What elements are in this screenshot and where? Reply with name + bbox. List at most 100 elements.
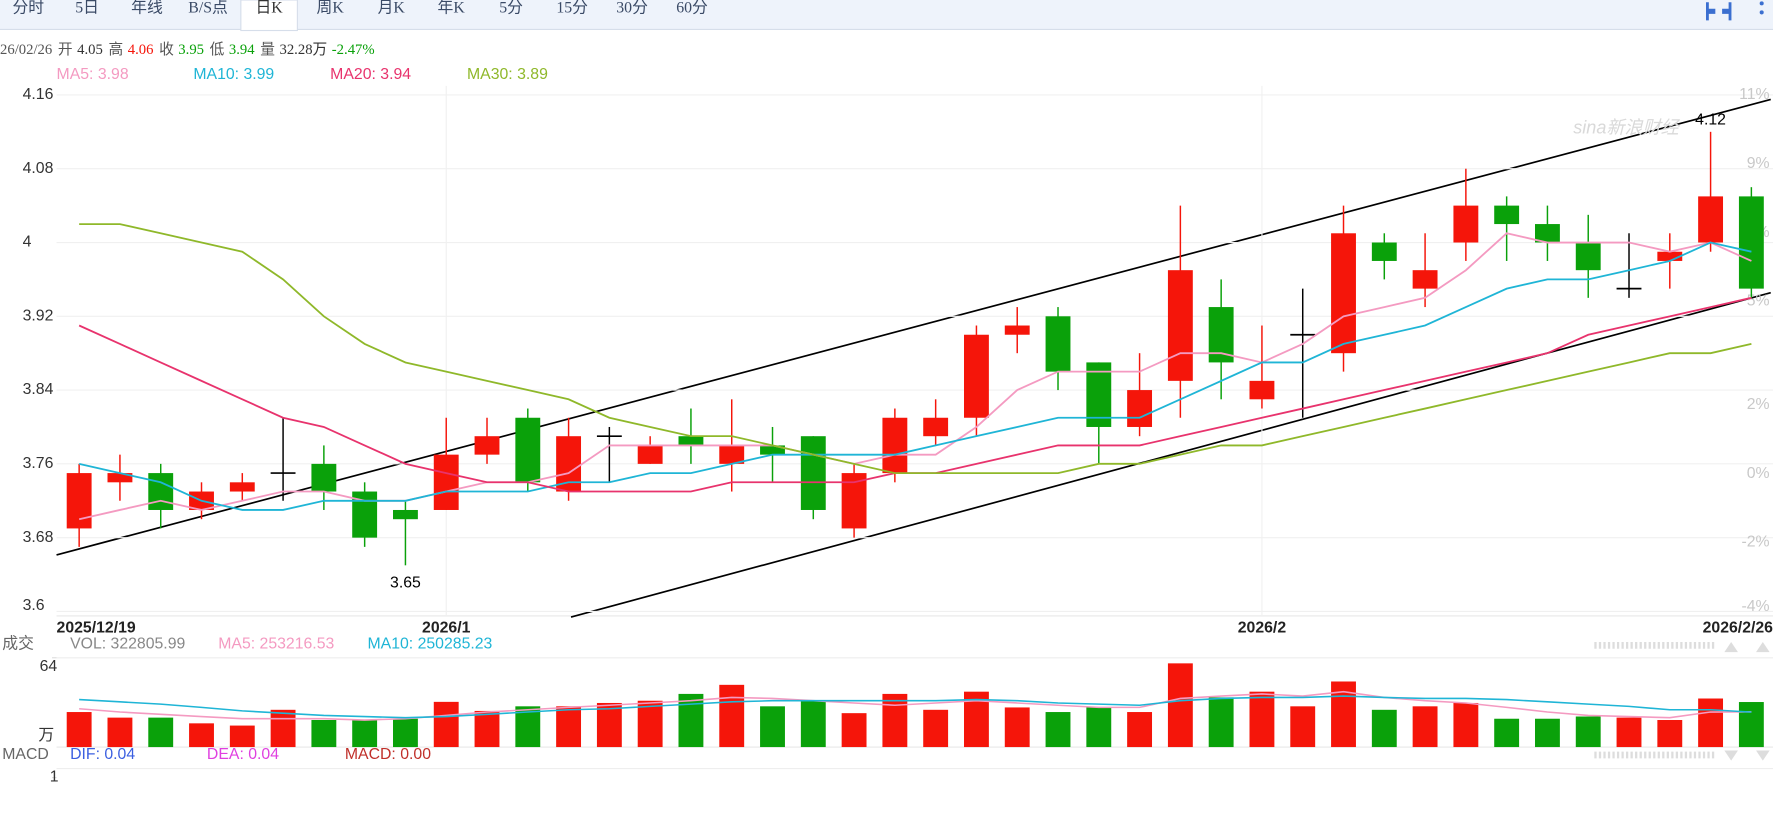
volume-ma-line	[79, 695, 1752, 719]
legend-entry: MA5: 3.98	[57, 66, 129, 83]
volume-bar	[270, 709, 296, 748]
tab[interactable]: 60分	[676, 0, 708, 17]
y2-tick-label: 9%	[1747, 155, 1770, 172]
candle-body	[1004, 325, 1030, 335]
volume-bar	[1249, 691, 1275, 748]
volume-bar	[1167, 663, 1193, 748]
volume-bar	[800, 700, 826, 748]
legend-entry: MA10: 250285.23	[367, 635, 492, 652]
trend-line	[570, 291, 1771, 618]
quote-label: 高	[108, 41, 123, 58]
trend-line	[56, 98, 1771, 556]
y2-tick-label: 0%	[1747, 465, 1770, 482]
candle-body	[1331, 233, 1356, 354]
legend-entry: VOL: 322805.99	[70, 635, 185, 652]
scroll-arrows	[1724, 641, 1770, 653]
volume-bar	[1494, 718, 1520, 748]
tab-selected[interactable]	[240, 0, 298, 32]
panel-title: 成交	[2, 634, 34, 652]
quote-label: 开	[58, 42, 73, 58]
x-tick-label: 2025/12/19	[57, 620, 136, 637]
watermark: sina新浪财经	[1573, 118, 1680, 138]
tab[interactable]: 周K	[317, 0, 345, 17]
volume-bar	[107, 717, 133, 748]
candle-body	[964, 334, 989, 418]
tab[interactable]: 15分	[556, 0, 588, 17]
volume-bar	[392, 718, 418, 748]
volume-bar	[433, 701, 459, 748]
candle-body	[1045, 316, 1071, 372]
legend-entry: DEA: 0.04	[207, 746, 279, 763]
quote-label: 收	[159, 41, 174, 58]
legend-entry: MACD: 0.00	[345, 746, 431, 763]
quote-change: -2.47%	[332, 42, 375, 58]
candle-body	[474, 436, 500, 455]
y-tick-label: 4.08	[23, 160, 54, 177]
candle-body	[882, 417, 908, 474]
toolbar-icons[interactable]	[1706, 1, 1764, 21]
quote-info: 26/02/26 开 4.05 高 4.06 收 3.95 低 3.94 量 32.28万 -2.47…	[0, 41, 375, 58]
y2-tick-label: 11%	[1739, 86, 1769, 103]
candle-body	[719, 445, 745, 464]
ma-line	[78, 241, 1752, 511]
scroll-arrows	[1724, 750, 1770, 761]
volume-bar	[1004, 707, 1030, 748]
volume-bar	[352, 719, 378, 748]
candle-body	[1494, 205, 1520, 225]
legend-entry: MA20: 3.94	[330, 66, 411, 83]
ma-line	[79, 223, 1752, 475]
tab[interactable]: 年K	[438, 0, 466, 17]
candle-body	[1167, 270, 1193, 381]
volume-bar	[1086, 707, 1112, 748]
volume-bar	[1535, 718, 1560, 748]
quote-label: 量	[260, 42, 275, 58]
y2-tick-label: 2%	[1747, 396, 1770, 413]
candle-body	[1657, 251, 1683, 261]
candle-body	[107, 473, 133, 483]
candle-body	[392, 509, 418, 520]
tab[interactable]: 年线	[131, 0, 163, 17]
tab[interactable]: 5分	[499, 0, 523, 17]
collapse-icon[interactable]	[1706, 2, 1732, 21]
quote-label: 低	[210, 41, 225, 58]
candle-body	[433, 454, 459, 510]
x-tick-label: 2026/1	[422, 620, 471, 637]
y-tick-label: 3.76	[23, 455, 54, 472]
volume-bar	[1453, 702, 1479, 748]
volume-bar	[841, 713, 867, 748]
volume-bar	[760, 706, 785, 748]
candle-body	[1371, 242, 1397, 261]
volume-bar	[1290, 706, 1316, 748]
candle-body	[1535, 224, 1560, 243]
y2-tick-label: -4%	[1741, 598, 1769, 615]
candle-body	[515, 417, 541, 483]
candle-body	[1453, 205, 1479, 243]
tab[interactable]: B/S点	[188, 0, 228, 17]
volume-bar	[1045, 712, 1071, 748]
volume-bar	[678, 693, 704, 748]
tab[interactable]: 月K	[378, 0, 406, 17]
menu-icon[interactable]	[1759, 10, 1764, 15]
tab[interactable]: 日K	[255, 0, 283, 17]
volume-bar	[1371, 709, 1397, 748]
volume-bar	[1657, 719, 1683, 748]
quote-value: 32.28万	[280, 42, 328, 58]
tab[interactable]: 5日	[75, 0, 99, 17]
candle-body	[1698, 196, 1724, 243]
tab[interactable]: 分时	[12, 0, 44, 17]
legend-entry: MA30: 3.89	[467, 66, 548, 83]
legend-entry: MA10: 3.99	[193, 66, 274, 83]
y-tick-label: 3.6	[23, 597, 45, 614]
volume-bar	[474, 710, 500, 748]
x-tick-label: 2026/2	[1238, 620, 1287, 637]
tab[interactable]: 30分	[616, 0, 648, 17]
volume-bar	[1698, 698, 1724, 748]
candle-body	[66, 473, 92, 529]
y-tick-label: 64	[40, 658, 58, 675]
volume-bar	[1575, 716, 1601, 748]
y-tick-label: 4	[23, 234, 32, 251]
menu-icon[interactable]	[1759, 1, 1764, 6]
candle-body	[1738, 196, 1764, 289]
volume-bar	[719, 684, 745, 748]
